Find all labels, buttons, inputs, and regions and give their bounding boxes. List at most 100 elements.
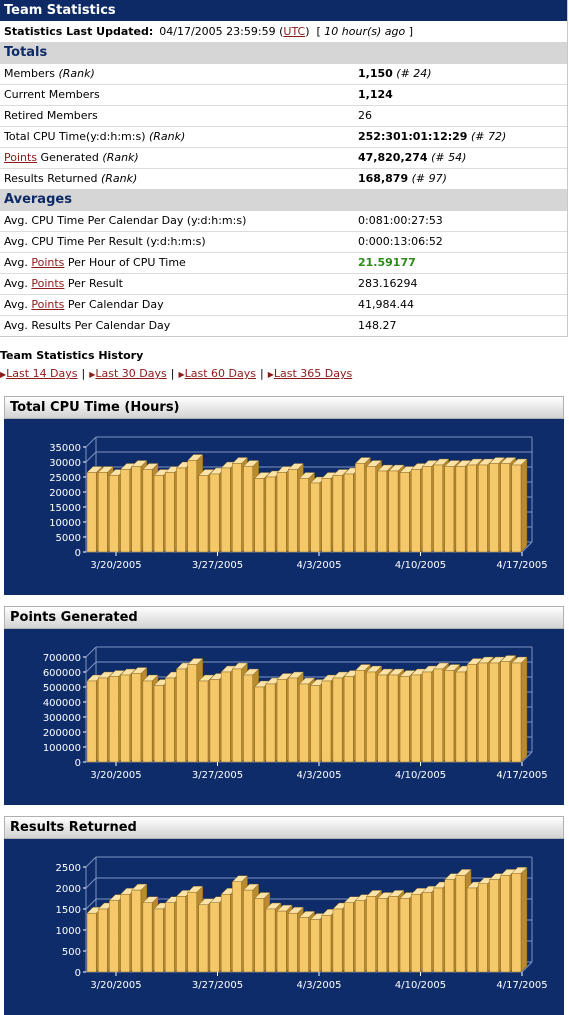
table-row: Avg. CPU Time Per Result (y:d:h:m:s) 0:0… (0, 232, 567, 253)
avg-points-hour-label: Per Hour of CPU Time (67, 256, 186, 269)
bar (332, 677, 343, 763)
points-link[interactable]: Points (31, 277, 65, 290)
y-tick-label: 25000 (49, 473, 81, 484)
grid-diagonal (85, 856, 97, 868)
avg-points-hour-value: 21.59177 (358, 256, 416, 269)
last-365-days-link[interactable]: Last 365 Days (273, 367, 353, 380)
y-tick-label: 300000 (43, 713, 81, 724)
bar (332, 908, 343, 973)
chart-area: 0 100000 200000 300000 400000 500000 600000 700… (4, 629, 564, 805)
bar (187, 460, 197, 553)
bar (86, 472, 97, 553)
current-members-label: Current Members (4, 88, 100, 101)
points-link[interactable]: Points (31, 256, 65, 269)
chart-title: Total CPU Time (Hours) (4, 396, 564, 419)
grid-diagonal (85, 877, 97, 889)
bar (332, 475, 343, 553)
y-tick-label: 0 (75, 548, 81, 559)
bar (153, 908, 164, 973)
y-tick-label: 0 (75, 968, 81, 979)
x-tick-label: 3/27/2005 (192, 980, 243, 991)
bar (511, 873, 522, 973)
last-updated-ago: 10 hour(s) ago (324, 25, 406, 38)
bar (388, 470, 399, 553)
bar (265, 908, 276, 973)
bar (310, 685, 320, 763)
grid-diagonal (85, 661, 97, 673)
bar (343, 676, 354, 763)
bar (243, 466, 253, 553)
bar (232, 463, 242, 553)
bar (232, 668, 242, 763)
avg-label: Avg. (4, 298, 28, 311)
floor-right-line (521, 541, 533, 553)
bar (411, 469, 421, 553)
grid-diagonal (85, 898, 97, 910)
table-row: Retired Members 26 (0, 106, 567, 127)
bar (299, 917, 309, 973)
bar (500, 463, 511, 553)
last-14-days-link[interactable]: Last 14 Days (6, 367, 78, 380)
bar-side (520, 866, 528, 973)
bar (377, 674, 388, 763)
bar (176, 668, 186, 763)
arrow-right-icon: ▶ (178, 370, 185, 379)
retired-members-label: Retired Members (4, 109, 98, 122)
x-tick-label: 4/3/2005 (297, 980, 342, 991)
points-link[interactable]: Points (31, 298, 65, 311)
avg-cpu-result-label: Avg. CPU Time Per Result (y:d:h:m:s) (4, 235, 206, 248)
bar (86, 680, 97, 763)
bar (377, 898, 388, 973)
grid-diagonal (85, 646, 97, 658)
arrow-right-icon: ▶ (267, 370, 274, 379)
bar (422, 892, 432, 973)
last-60-days-link[interactable]: Last 60 Days (184, 367, 256, 380)
utc-link[interactable]: UTC (283, 25, 306, 38)
members-label: Members (4, 67, 55, 80)
bar (422, 466, 432, 553)
x-tick-label: 4/10/2005 (395, 560, 446, 571)
bar (478, 883, 488, 973)
bar (321, 478, 332, 553)
y-tick-label: 100000 (43, 743, 81, 754)
avg-results-day-value: 148.27 (358, 319, 397, 332)
bar (355, 670, 365, 763)
last-updated-label: Statistics Last Updated: (4, 25, 154, 38)
y-tick-label: 400000 (43, 698, 81, 709)
x-tick-label: 3/20/2005 (90, 770, 141, 781)
bar (109, 676, 119, 763)
x-tick-label: 4/17/2005 (496, 980, 547, 991)
cpu-time-chart: Total CPU Time (Hours) 0 5000 10000 15000 20… (4, 396, 564, 595)
bar (511, 662, 522, 763)
y-tick-label: 30000 (49, 458, 81, 469)
bar (310, 482, 320, 553)
bar (377, 470, 388, 553)
table-row: Avg. Points Per Hour of CPU Time 21.5917… (0, 253, 567, 274)
chart-area: 0 5000 10000 15000 20000 25000 30000 35000 3/20/… (4, 419, 564, 595)
avg-label: Avg. (4, 277, 28, 290)
avg-cpu-result-value: 0:000:13:06:52 (358, 235, 443, 248)
points-link[interactable]: Points (4, 151, 38, 164)
rank-label: (Rank) (58, 67, 95, 80)
bar (109, 900, 119, 973)
bar (399, 472, 410, 553)
bar (254, 686, 265, 763)
averages-heading: Averages (0, 189, 567, 211)
table-row: Avg. Points Per Calendar Day 41,984.44 (0, 295, 567, 316)
bar (489, 463, 499, 553)
history-title: Team Statistics History (0, 349, 144, 362)
bar (97, 677, 108, 763)
bar (399, 898, 410, 973)
x-tick-label: 3/20/2005 (90, 980, 141, 991)
last-30-days-link[interactable]: Last 30 Days (95, 367, 167, 380)
bar (153, 475, 164, 553)
bar (276, 910, 287, 973)
arrow-right-icon: ▶ (89, 370, 96, 379)
bar (366, 466, 376, 553)
table-row: Avg. Points Per Result 283.16294 (0, 274, 567, 295)
avg-points-result-value: 283.16294 (358, 277, 418, 290)
bar (220, 671, 231, 763)
chart-title: Results Returned (4, 816, 564, 839)
table-row: Total CPU Time(y:d:h:m:s) (Rank) 252:301… (0, 127, 567, 148)
chart-title: Points Generated (4, 606, 564, 629)
